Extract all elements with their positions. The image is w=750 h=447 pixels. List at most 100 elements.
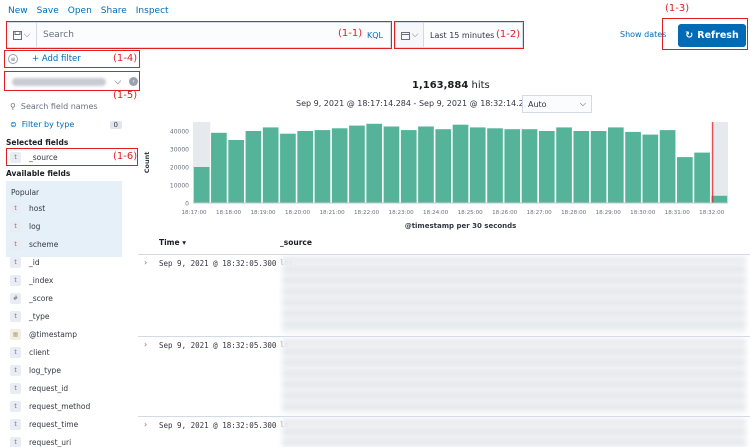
popular-title: Popular bbox=[11, 188, 40, 197]
time-picker[interactable]: ⌵ Last 15 minutes bbox=[395, 22, 523, 48]
string-type-icon: t bbox=[10, 400, 21, 412]
x-tick-label: 18:23:00 bbox=[389, 210, 415, 216]
chart-bar[interactable] bbox=[504, 129, 521, 203]
chart-bar[interactable] bbox=[625, 131, 641, 203]
chart-bar[interactable] bbox=[418, 126, 434, 204]
field-item-scheme[interactable]: t scheme bbox=[6, 236, 122, 252]
field-item-log-type[interactable]: t log_type bbox=[6, 362, 122, 378]
filter-by-type-label: Filter by type bbox=[21, 120, 75, 129]
field-item-request-time[interactable]: t request_time bbox=[6, 416, 122, 432]
field-name: request_method bbox=[29, 401, 91, 411]
chart-bar[interactable] bbox=[314, 130, 331, 203]
x-tick-label: 18:27:00 bbox=[527, 210, 553, 216]
field-name: _index bbox=[29, 275, 54, 285]
expand-row-icon[interactable]: › bbox=[144, 258, 148, 267]
save-icon bbox=[12, 30, 22, 40]
chart-bar[interactable] bbox=[349, 125, 365, 203]
search-field-names[interactable]: ⚲ Search field names bbox=[10, 99, 120, 113]
nav-inspect[interactable]: Inspect bbox=[135, 6, 169, 16]
chart-bar[interactable] bbox=[383, 126, 400, 204]
quick-menu-button[interactable]: ⌵ bbox=[396, 23, 424, 47]
chart-bar[interactable] bbox=[435, 129, 452, 203]
chart-bar[interactable] bbox=[452, 124, 469, 203]
chart-bar[interactable] bbox=[711, 195, 728, 203]
chart-bar[interactable] bbox=[642, 134, 659, 203]
search-icon: ⚲ bbox=[10, 101, 16, 111]
x-tick-label: 18:31:00 bbox=[665, 210, 691, 216]
chart-bar[interactable] bbox=[677, 157, 693, 203]
string-type-icon: t bbox=[10, 202, 21, 214]
time-range-label: Last 15 minutes bbox=[430, 30, 495, 40]
chart-bar[interactable] bbox=[487, 128, 503, 203]
interval-select[interactable]: Auto ⌵ bbox=[522, 95, 592, 113]
index-pattern-selector[interactable]: ⌵ ‹ bbox=[6, 73, 138, 90]
field-item-request-method[interactable]: t request_method bbox=[6, 398, 122, 414]
filter-by-type-button[interactable]: ⊜ Filter by type 0 bbox=[10, 120, 122, 129]
chart-bar[interactable] bbox=[193, 167, 210, 203]
saved-query-button[interactable]: ⌵ bbox=[7, 23, 37, 47]
nav-open[interactable]: Open bbox=[67, 6, 92, 16]
x-tick-label: 18:20:00 bbox=[285, 210, 311, 216]
source-column-header: _source bbox=[280, 238, 312, 247]
expand-row-icon[interactable]: › bbox=[144, 340, 148, 349]
histogram-chart[interactable]: 0 10000 20000 30000 40000 18:17:00 18:18:00 18:… bbox=[140, 116, 740, 236]
chart-bar[interactable] bbox=[607, 127, 624, 203]
field-item-id[interactable]: t _id bbox=[6, 254, 122, 270]
search-field-input[interactable]: Search field names bbox=[20, 101, 98, 111]
field-name: client bbox=[29, 347, 50, 357]
kql-toggle[interactable]: KQL bbox=[367, 30, 383, 40]
field-item-request-uri[interactable]: t request_uri bbox=[6, 434, 122, 447]
number-type-icon: # bbox=[10, 292, 21, 304]
chart-bar[interactable] bbox=[262, 127, 279, 203]
chart-bar[interactable] bbox=[573, 131, 590, 203]
field-name: @timestamp bbox=[29, 329, 77, 339]
nav-share[interactable]: Share bbox=[100, 6, 127, 16]
string-type-icon: t bbox=[10, 418, 21, 430]
chart-bar[interactable] bbox=[211, 132, 227, 203]
add-filter-button[interactable]: + Add filter bbox=[32, 54, 81, 64]
search-input[interactable]: Search bbox=[43, 30, 74, 40]
field-name: log_type bbox=[29, 365, 61, 375]
filter-options-icon[interactable]: ≡ bbox=[8, 54, 18, 64]
chart-bar[interactable] bbox=[331, 128, 348, 203]
selected-field-source[interactable]: t _source bbox=[6, 149, 122, 165]
chart-bar[interactable] bbox=[469, 127, 486, 203]
refresh-button[interactable]: ↻ Refresh bbox=[678, 24, 746, 47]
chart-bar[interactable] bbox=[400, 130, 417, 203]
date-type-icon: ▦ bbox=[10, 328, 21, 340]
expand-row-icon[interactable]: › bbox=[144, 420, 148, 429]
show-dates-link[interactable]: Show dates bbox=[620, 30, 667, 39]
nav-save[interactable]: Save bbox=[36, 6, 59, 16]
field-item-score[interactable]: # _score bbox=[6, 290, 122, 306]
field-item-timestamp[interactable]: ▦ @timestamp bbox=[6, 326, 122, 342]
chart-bar[interactable] bbox=[659, 130, 676, 203]
chart-bar[interactable] bbox=[694, 152, 710, 203]
calendar-icon bbox=[400, 31, 410, 40]
chart-bar[interactable] bbox=[228, 140, 244, 203]
collapse-sidebar-icon[interactable]: ‹ bbox=[129, 77, 138, 86]
nav-new[interactable]: New bbox=[8, 6, 28, 16]
filter-bar: ≡ + Add filter bbox=[6, 51, 140, 67]
field-item-request-id[interactable]: t request_id bbox=[6, 380, 122, 396]
callout-label-1-5: (1-5) bbox=[113, 90, 138, 101]
chart-bar[interactable] bbox=[245, 131, 262, 203]
field-item-log[interactable]: t log bbox=[6, 218, 122, 234]
x-tick-label: 18:26:00 bbox=[492, 210, 518, 216]
table-row: › Sep 9, 2021 @ 18:32:05.300 lo bbox=[138, 416, 750, 447]
chart-bar[interactable] bbox=[590, 131, 607, 203]
string-type-icon: t bbox=[10, 310, 21, 322]
chart-bar[interactable] bbox=[297, 131, 314, 203]
chart-bar[interactable] bbox=[366, 123, 383, 203]
chart-bar[interactable] bbox=[538, 131, 555, 203]
chart-bar[interactable] bbox=[521, 129, 538, 203]
string-type-icon: t bbox=[10, 346, 21, 358]
row-source-redacted bbox=[282, 257, 746, 333]
chart-bar[interactable] bbox=[280, 133, 296, 203]
field-item-client[interactable]: t client bbox=[6, 344, 122, 360]
chart-bar[interactable] bbox=[556, 127, 572, 203]
field-item-type[interactable]: t _type bbox=[6, 308, 122, 324]
time-column-header[interactable]: Time ▾ bbox=[159, 238, 186, 247]
field-item-host[interactable]: t host bbox=[6, 200, 122, 216]
field-item-index[interactable]: t _index bbox=[6, 272, 122, 288]
time-range-text: Sep 9, 2021 @ 18:17:14.284 - Sep 9, 2021… bbox=[296, 99, 534, 108]
